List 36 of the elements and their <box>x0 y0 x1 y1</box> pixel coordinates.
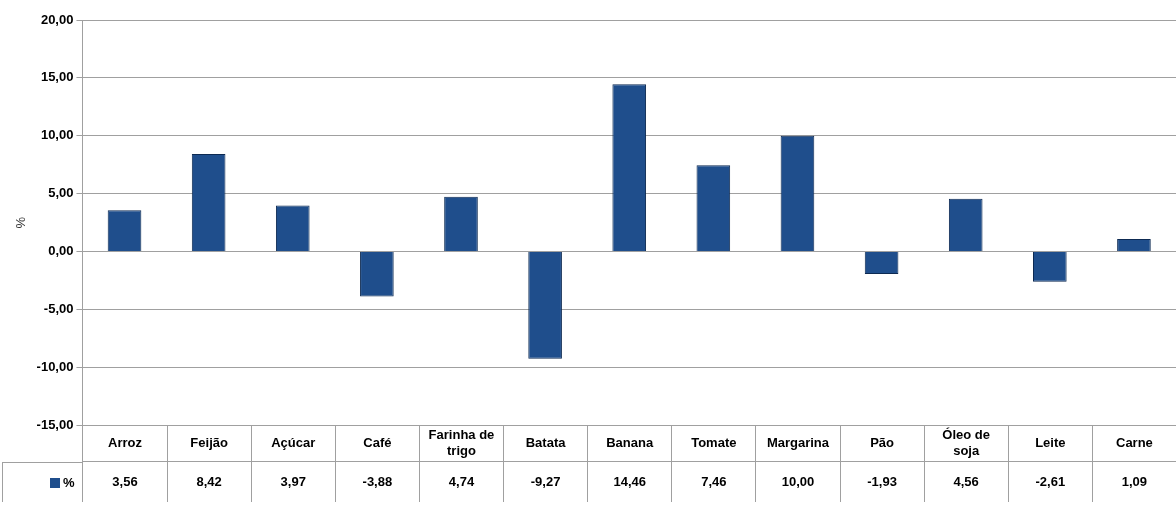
y-tick-label: -5,00 <box>43 301 74 317</box>
x-tick-label: Açúcar <box>250 425 335 463</box>
y-tick-label: -10,00 <box>36 358 74 374</box>
data-label: 8,42 <box>166 462 251 503</box>
data-label: 7,46 <box>671 462 756 503</box>
legend-label: % <box>62 474 75 491</box>
x-tick-label: Tomate <box>671 425 756 463</box>
x-tick-label: Margarina <box>755 425 840 463</box>
x-tick-label: Pão <box>839 425 924 463</box>
y-tick-label: 15,00 <box>40 69 74 85</box>
data-label: 3,97 <box>250 462 335 503</box>
x-tick-label: Carne <box>1091 425 1176 463</box>
x-tick-label: Café <box>334 425 419 463</box>
x-tick-label: Batata <box>503 425 588 463</box>
x-tick-label: Arroz <box>82 425 167 463</box>
data-label: 4,56 <box>923 462 1008 503</box>
x-tick-label: Leite <box>1007 425 1092 463</box>
data-label: -2,61 <box>1007 462 1092 503</box>
y-tick-label: 20,00 <box>40 11 74 27</box>
data-label: -9,27 <box>503 462 588 503</box>
data-label: 3,56 <box>82 462 167 503</box>
x-tick-label: Feijão <box>166 425 251 463</box>
y-tick-label: -15,00 <box>36 416 74 432</box>
data-label: 4,74 <box>418 462 504 503</box>
data-label: 14,46 <box>587 462 672 503</box>
x-tick-label: Farinha de trigo <box>418 425 504 463</box>
data-label: -1,93 <box>839 462 924 503</box>
data-label: 1,09 <box>1091 462 1176 503</box>
data-label: -3,88 <box>334 462 419 503</box>
x-tick-label: Óleo de soja <box>923 425 1008 463</box>
y-tick-label: 5,00 <box>48 185 74 201</box>
y-tick-label: 10,00 <box>40 127 74 143</box>
y-tick-label: 0,00 <box>48 243 74 259</box>
x-tick-label: Banana <box>587 425 672 463</box>
y-axis-title: % <box>13 216 29 229</box>
data-label: 10,00 <box>755 462 840 503</box>
